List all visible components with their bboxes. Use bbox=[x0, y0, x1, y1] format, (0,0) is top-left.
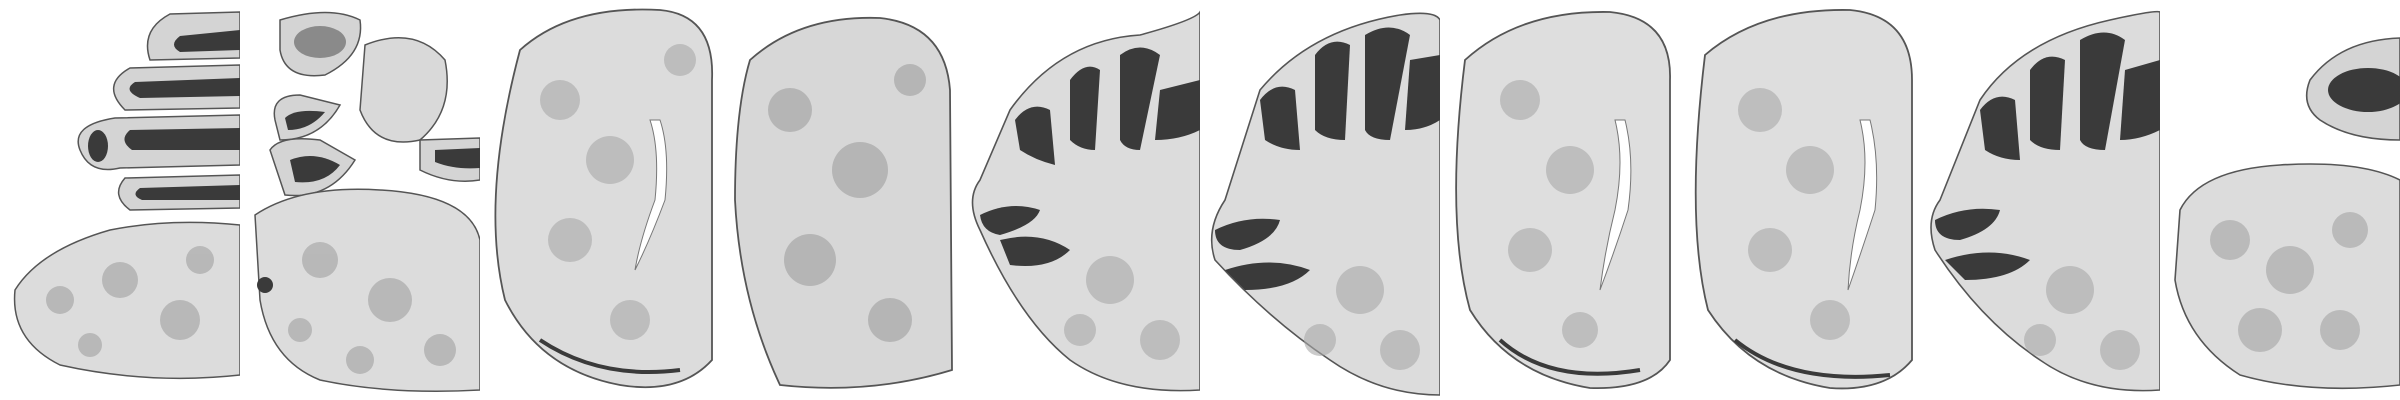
section-tile-8 bbox=[1680, 0, 1920, 400]
section-image-7 bbox=[1455, 11, 1671, 389]
hemisphere-outline bbox=[1694, 9, 1913, 390]
section-image-6 bbox=[1210, 12, 1440, 396]
section-image-1 bbox=[13, 11, 240, 380]
cerebellar-folia bbox=[77, 11, 240, 211]
section-tile-1 bbox=[0, 0, 240, 400]
cerebellar-folia bbox=[269, 94, 480, 197]
section-tile-4 bbox=[720, 0, 960, 400]
section-tile-7 bbox=[1440, 0, 1680, 400]
section-image-9 bbox=[1930, 10, 2160, 392]
section-image-10 bbox=[2174, 37, 2400, 390]
cerebellar-folia bbox=[1215, 27, 1440, 290]
section-image-2 bbox=[254, 11, 480, 392]
section-tile-9 bbox=[1920, 0, 2160, 400]
section-tile-2 bbox=[240, 0, 480, 400]
cerebellar-folia bbox=[980, 47, 1200, 266]
section-tile-6 bbox=[1200, 0, 1440, 400]
section-image-5 bbox=[971, 10, 1200, 392]
section-tile-3 bbox=[480, 0, 720, 400]
section-image-4 bbox=[734, 16, 953, 389]
brainstem-region bbox=[254, 188, 480, 392]
cerebellar-folia bbox=[1935, 32, 2160, 280]
section-image-3 bbox=[494, 8, 713, 389]
section-image-8 bbox=[1694, 9, 1913, 390]
section-tile-10 bbox=[2160, 0, 2400, 400]
section-tile-5 bbox=[960, 0, 1200, 400]
